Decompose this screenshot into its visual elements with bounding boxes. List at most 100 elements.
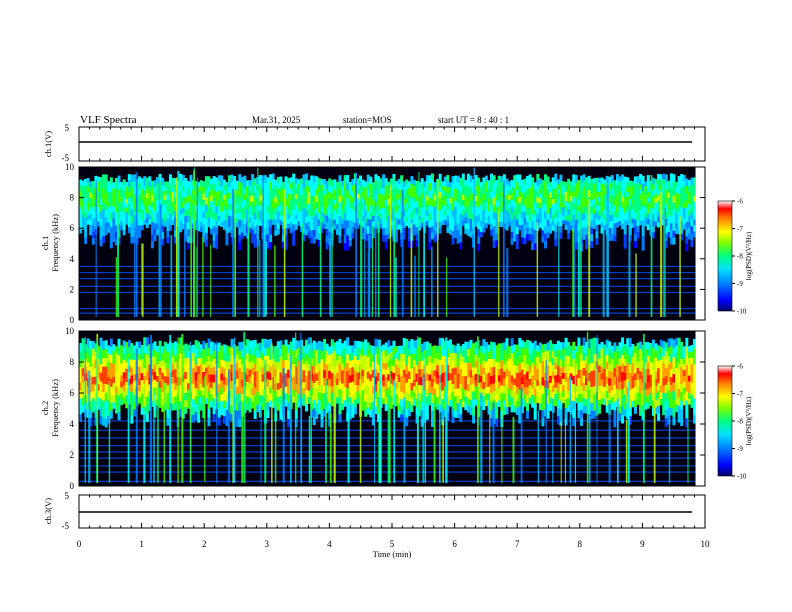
hiss-cell bbox=[387, 353, 391, 361]
hiss-cell bbox=[228, 215, 231, 222]
hiss-cell bbox=[338, 188, 342, 196]
hiss-cell bbox=[102, 228, 106, 237]
hiss-cell bbox=[225, 188, 229, 196]
sferic-streak bbox=[664, 207, 666, 317]
hiss-cell bbox=[559, 350, 563, 360]
hiss-cell bbox=[397, 214, 401, 220]
hiss-cell bbox=[603, 224, 607, 231]
hiss-cell bbox=[562, 378, 565, 386]
hiss-cell bbox=[328, 386, 332, 395]
hiss-cell bbox=[405, 373, 409, 383]
hiss-cell bbox=[261, 360, 265, 368]
hiss-cell bbox=[402, 221, 406, 229]
hiss-cell bbox=[346, 395, 350, 405]
hiss-cell bbox=[690, 232, 694, 241]
hiss-cell bbox=[490, 417, 494, 427]
hiss-cell bbox=[161, 218, 165, 226]
hiss-cell bbox=[433, 381, 437, 389]
hiss-cell bbox=[217, 383, 221, 393]
hiss-cell bbox=[608, 176, 612, 184]
hiss-cell bbox=[284, 183, 288, 192]
hiss-cell bbox=[302, 200, 306, 208]
hiss-cell bbox=[174, 178, 178, 185]
hiss-cell bbox=[99, 225, 103, 233]
hiss-cell bbox=[669, 399, 673, 408]
hiss-cell bbox=[608, 234, 612, 241]
hiss-cell bbox=[562, 360, 565, 367]
hiss-cell bbox=[225, 238, 229, 246]
hiss-cell bbox=[271, 219, 275, 225]
hiss-cell bbox=[202, 217, 206, 225]
hiss-cell bbox=[297, 183, 301, 189]
hiss-cell bbox=[369, 395, 373, 403]
hiss-cell bbox=[654, 385, 658, 394]
hiss-cell bbox=[207, 191, 211, 197]
hiss-cell bbox=[425, 364, 429, 374]
hiss-cell bbox=[677, 205, 681, 212]
hiss-cell bbox=[348, 367, 352, 376]
hiss-cell bbox=[515, 344, 519, 353]
hiss-cell bbox=[675, 207, 679, 214]
hiss-cell bbox=[179, 173, 183, 180]
hiss-cell bbox=[482, 193, 486, 200]
hiss-cell bbox=[171, 376, 175, 384]
hiss-cell bbox=[603, 199, 607, 205]
hiss-cell bbox=[636, 373, 640, 381]
hiss-cell bbox=[158, 360, 162, 368]
hiss-cell bbox=[651, 339, 655, 348]
hiss-cell bbox=[484, 186, 488, 192]
hiss-cell bbox=[649, 374, 653, 381]
hiss-cell bbox=[659, 398, 663, 406]
hiss-cell bbox=[248, 354, 252, 363]
hiss-cell bbox=[556, 183, 560, 190]
hiss-cell bbox=[554, 238, 558, 247]
hiss-cell bbox=[143, 195, 147, 201]
hiss-cell bbox=[412, 340, 416, 348]
hiss-cell bbox=[356, 183, 360, 189]
hiss-cell bbox=[397, 219, 401, 225]
hiss-cell bbox=[603, 184, 607, 190]
hiss-cell bbox=[651, 219, 655, 227]
hiss-cell bbox=[323, 198, 327, 205]
hiss-cell bbox=[407, 408, 411, 417]
sferic-streak bbox=[271, 343, 273, 483]
hiss-cell bbox=[492, 211, 496, 220]
hiss-cell bbox=[217, 359, 221, 368]
hiss-cell bbox=[433, 224, 437, 231]
hiss-cell bbox=[526, 182, 530, 190]
hiss-cell bbox=[333, 224, 337, 230]
hiss-cell bbox=[600, 366, 604, 374]
hiss-cell bbox=[184, 203, 188, 210]
hiss-cell bbox=[433, 188, 437, 195]
hiss-cell bbox=[657, 382, 661, 391]
hiss-cell bbox=[577, 337, 581, 346]
hiss-cell bbox=[505, 353, 509, 362]
hiss-cell bbox=[559, 392, 563, 401]
hiss-cell bbox=[217, 400, 221, 410]
hiss-cell bbox=[251, 222, 255, 230]
hiss-cell bbox=[348, 360, 352, 369]
hiss-cell bbox=[279, 181, 283, 187]
hiss-cell bbox=[356, 353, 360, 361]
hiss-cell bbox=[353, 392, 357, 400]
hiss-cell bbox=[122, 179, 126, 186]
hiss-cell bbox=[81, 390, 85, 398]
hiss-cell bbox=[569, 393, 573, 401]
hiss-cell bbox=[459, 227, 463, 236]
hiss-cell bbox=[310, 222, 314, 231]
hiss-cell bbox=[114, 177, 118, 186]
hiss-cell bbox=[143, 205, 147, 211]
hiss-cell bbox=[651, 213, 655, 221]
hiss-cell bbox=[603, 392, 607, 399]
hiss-cell bbox=[669, 353, 673, 362]
hiss-cell bbox=[472, 391, 476, 400]
hiss-cell bbox=[669, 369, 673, 378]
hiss-cell bbox=[659, 174, 663, 180]
hiss-cell bbox=[454, 219, 458, 226]
hiss-cell bbox=[407, 207, 411, 215]
hiss-cell bbox=[207, 206, 211, 213]
hiss-cell bbox=[369, 219, 373, 228]
hiss-cell bbox=[276, 403, 280, 411]
hiss-cell bbox=[487, 351, 491, 359]
hiss-cell bbox=[361, 376, 365, 384]
